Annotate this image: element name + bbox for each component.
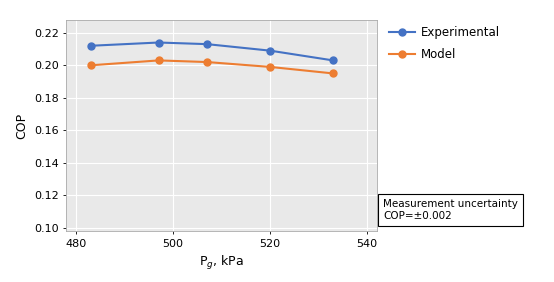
- Line: Experimental: Experimental: [87, 39, 337, 64]
- Model: [155, 59, 162, 62]
- Experimental: [330, 59, 336, 62]
- Experimental: [204, 43, 211, 46]
- Model: [88, 64, 94, 67]
- Y-axis label: COP: COP: [16, 113, 28, 138]
- Model: [267, 65, 274, 69]
- Line: Model: Model: [87, 57, 337, 77]
- Experimental: [267, 49, 274, 52]
- Model: [330, 72, 336, 75]
- Text: Measurement uncertainty
COP=±0.002: Measurement uncertainty COP=±0.002: [383, 199, 518, 221]
- X-axis label: P$_g$, kPa: P$_g$, kPa: [199, 254, 244, 272]
- Experimental: [88, 44, 94, 47]
- Legend: Experimental, Model: Experimental, Model: [389, 26, 500, 61]
- Experimental: [155, 41, 162, 44]
- Model: [204, 60, 211, 64]
